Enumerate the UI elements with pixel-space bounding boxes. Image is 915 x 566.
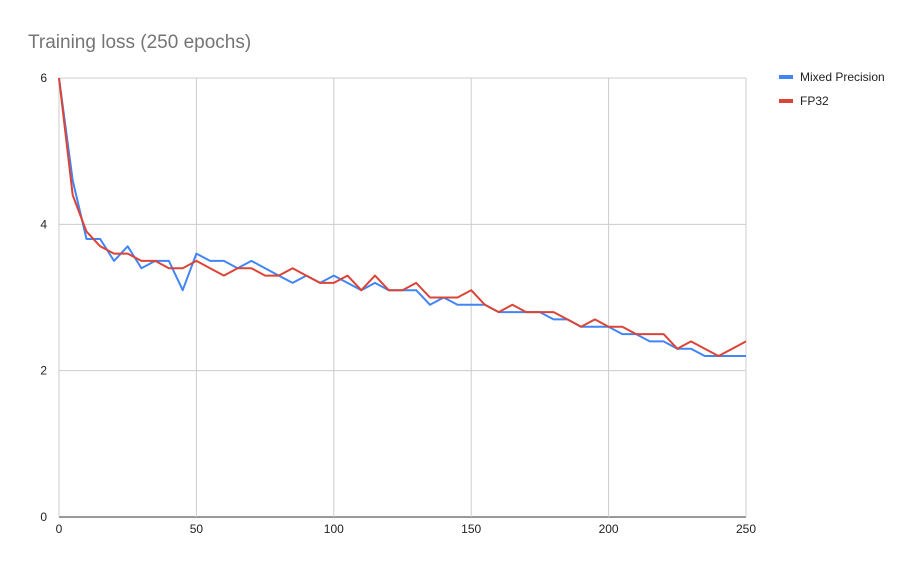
y-axis-ticks: 0 2 4 6 [40, 71, 47, 524]
y-tick-label: 2 [40, 364, 47, 378]
series-line-2 [58, 77, 747, 357]
legend-label: FP32 [800, 94, 829, 108]
y-tick-label: 0 [40, 510, 47, 524]
x-axis-ticks: 0 50 100 150 200 250 [56, 522, 757, 536]
x-tick-label: 200 [599, 522, 619, 536]
x-tick-label: 250 [736, 522, 756, 536]
legend-swatch [779, 99, 793, 103]
series-layer [58, 77, 747, 357]
legend-swatch [779, 75, 793, 79]
x-tick-label: 0 [56, 522, 63, 536]
series-line-1 [58, 77, 746, 357]
y-tick-label: 4 [40, 217, 47, 231]
grid-lines [58, 77, 747, 518]
x-tick-label: 150 [461, 522, 481, 536]
y-tick-label: 6 [40, 71, 47, 85]
legend: Mixed Precision FP32 [779, 70, 885, 108]
chart-title: Training loss (250 epochs) [28, 32, 251, 53]
x-tick-label: 100 [324, 522, 344, 536]
legend-label: Mixed Precision [800, 70, 885, 84]
x-tick-label: 50 [190, 522, 204, 536]
